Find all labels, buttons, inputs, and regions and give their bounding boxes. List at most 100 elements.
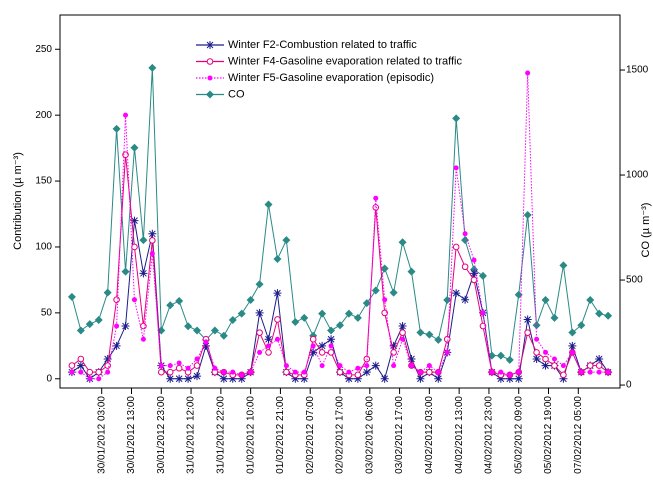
marker — [228, 374, 237, 383]
marker — [193, 362, 201, 369]
marker — [595, 362, 603, 369]
marker — [130, 143, 139, 152]
marker — [139, 236, 148, 245]
marker — [148, 229, 157, 238]
marker — [399, 329, 406, 336]
marker — [300, 313, 309, 322]
marker — [212, 365, 218, 371]
marker — [496, 351, 505, 360]
marker — [158, 363, 164, 369]
marker — [560, 363, 566, 369]
y-tick-label: 150 — [35, 176, 52, 187]
marker — [568, 341, 577, 350]
y-tick-label: 250 — [35, 44, 52, 55]
marker — [362, 299, 371, 308]
marker — [452, 114, 461, 123]
marker — [167, 363, 173, 369]
marker — [336, 321, 344, 330]
marker — [228, 315, 237, 324]
marker — [67, 292, 76, 301]
marker — [434, 335, 443, 344]
marker — [203, 339, 209, 345]
y2-axis-label: CO (µ m⁻³) — [640, 203, 652, 258]
marker — [230, 369, 236, 375]
marker — [586, 362, 594, 369]
marker — [140, 322, 147, 330]
marker — [577, 321, 586, 330]
x-tick-label: 05/02/2012 19:00 — [543, 396, 554, 474]
marker — [166, 368, 174, 376]
marker — [273, 289, 282, 298]
marker — [113, 296, 120, 303]
marker — [344, 309, 353, 318]
marker — [505, 355, 514, 364]
marker — [193, 326, 202, 335]
marker — [68, 362, 76, 369]
marker — [426, 363, 432, 369]
marker — [525, 70, 531, 76]
series-line — [71, 154, 609, 376]
marker — [201, 341, 210, 350]
marker — [541, 296, 550, 305]
marker — [318, 309, 327, 318]
y-tick-label: 0 — [46, 373, 52, 384]
y-axis-label: Contribution (µ m⁻³) — [12, 152, 24, 250]
marker — [587, 369, 593, 375]
marker — [255, 308, 264, 317]
marker — [362, 368, 371, 377]
marker — [76, 326, 85, 335]
marker — [470, 276, 478, 284]
marker — [309, 335, 317, 343]
marker — [496, 374, 505, 383]
marker — [300, 374, 309, 383]
marker — [391, 363, 397, 369]
marker — [389, 288, 398, 297]
y2-tick-label: 0 — [626, 380, 632, 391]
marker — [398, 322, 407, 331]
x-tick-label: 04/02/2012 03:00 — [424, 396, 435, 474]
marker — [282, 236, 291, 245]
marker — [219, 374, 228, 383]
x-tick-label: 01/02/2012 21:00 — [275, 396, 286, 474]
marker — [559, 261, 568, 270]
marker — [408, 363, 414, 369]
marker — [533, 349, 540, 356]
marker — [353, 374, 362, 383]
marker — [327, 326, 336, 335]
marker — [595, 309, 604, 318]
marker — [551, 356, 557, 362]
marker — [578, 369, 584, 375]
marker — [489, 369, 495, 375]
marker — [434, 374, 443, 383]
series — [68, 151, 612, 379]
marker — [131, 297, 137, 303]
marker — [371, 286, 380, 295]
marker — [425, 330, 434, 339]
marker — [461, 263, 469, 271]
marker — [121, 267, 130, 276]
marker — [193, 372, 202, 381]
marker — [206, 58, 214, 65]
marker — [283, 363, 289, 369]
marker — [382, 297, 388, 303]
marker — [337, 363, 343, 369]
marker — [346, 369, 352, 375]
marker — [140, 336, 146, 342]
marker — [541, 361, 550, 370]
marker — [219, 331, 228, 340]
marker — [206, 90, 214, 99]
marker — [175, 364, 183, 372]
marker — [255, 280, 264, 289]
marker — [184, 322, 193, 331]
marker — [130, 216, 139, 225]
marker — [114, 323, 120, 329]
marker — [407, 267, 416, 276]
marker — [166, 301, 175, 310]
x-tick-label: 30/01/2012 03:00 — [96, 396, 107, 474]
marker — [257, 349, 263, 355]
marker — [444, 349, 450, 355]
marker — [264, 335, 273, 344]
marker — [291, 318, 300, 327]
marker — [327, 335, 336, 344]
marker — [149, 237, 156, 244]
